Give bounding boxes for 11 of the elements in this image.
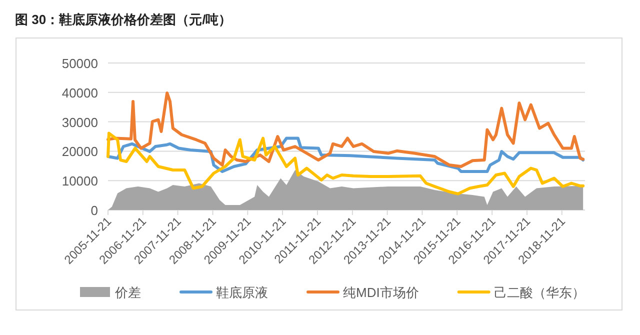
chart-title: 图 30：鞋底原液价格价差图（元/吨） [15,12,232,27]
legend-label: 价差 [114,285,141,300]
y-tick-label: 50000 [62,56,98,71]
y-tick-label: 0 [90,203,98,218]
y-tick-label: 10000 [62,174,98,189]
y-tick-label: 20000 [62,144,98,160]
legend-label: 己二酸（华东） [494,285,585,300]
legend-label: 鞋底原液 [216,285,268,300]
y-tick-label: 30000 [62,114,98,130]
y-tick-label: 40000 [62,85,98,100]
legend-label: 纯MDI市场价 [343,285,419,300]
